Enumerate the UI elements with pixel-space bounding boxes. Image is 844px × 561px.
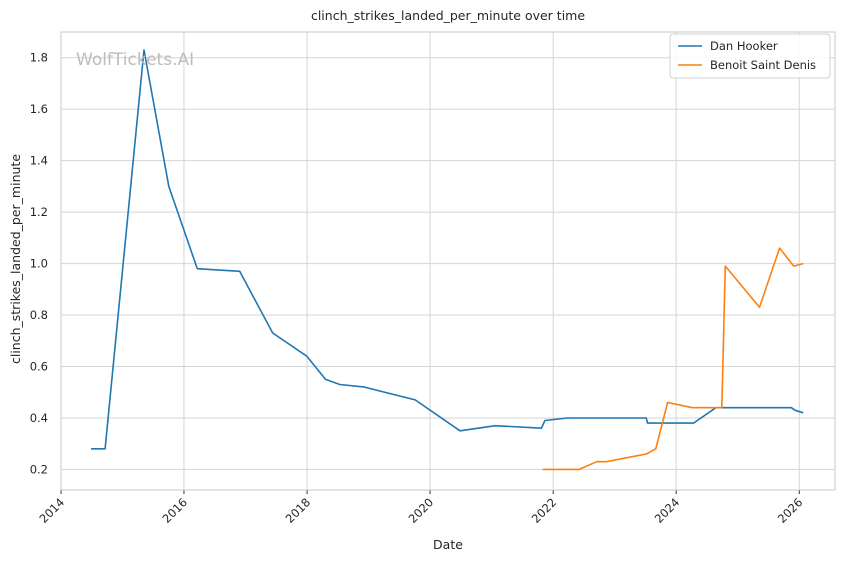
y-tick-label: 0.4 (30, 411, 48, 425)
x-tick-label: 2014 (37, 495, 68, 526)
legend-box (669, 33, 831, 79)
y-tick-label: 0.8 (30, 308, 48, 322)
watermark: WolfTickets.AI (76, 50, 194, 70)
y-tick-label: 0.6 (30, 359, 48, 373)
x-tick-label: 2026 (775, 495, 806, 526)
y-tick-label: 1.6 (30, 102, 48, 116)
y-tick-label: 1.8 (30, 51, 48, 65)
series-line-1 (542, 247, 804, 471)
x-axis-label: Date (433, 537, 463, 552)
y-axis-label: clinch_strikes_landed_per_minute (8, 154, 23, 364)
x-tick-label: 2016 (159, 495, 190, 526)
series-area (91, 49, 804, 471)
chart-title: clinch_strikes_landed_per_minute over ti… (311, 8, 585, 23)
y-tick-label: 1.2 (30, 205, 48, 219)
legend: Dan Hooker Benoit Saint Denis (669, 33, 831, 79)
y-tick-label: 1.0 (30, 257, 48, 271)
plot-frame (60, 31, 836, 491)
x-tick-label: 2022 (529, 495, 560, 526)
legend-label: Benoit Saint Denis (710, 58, 816, 72)
y-tick-label: 0.2 (30, 462, 48, 476)
series-line-0 (91, 49, 804, 450)
grid (60, 32, 835, 490)
axes: 0.2 0.4 0.6 0.8 1.0 1.2 1.4 1.6 1.8 2014 2016 2018 2… (30, 31, 836, 526)
x-tick-label: 2018 (283, 495, 314, 526)
y-tick-label: 1.4 (30, 154, 48, 168)
x-tick-label: 2024 (652, 495, 683, 526)
legend-label: Dan Hooker (710, 39, 778, 53)
x-tick-label: 2020 (406, 495, 437, 526)
